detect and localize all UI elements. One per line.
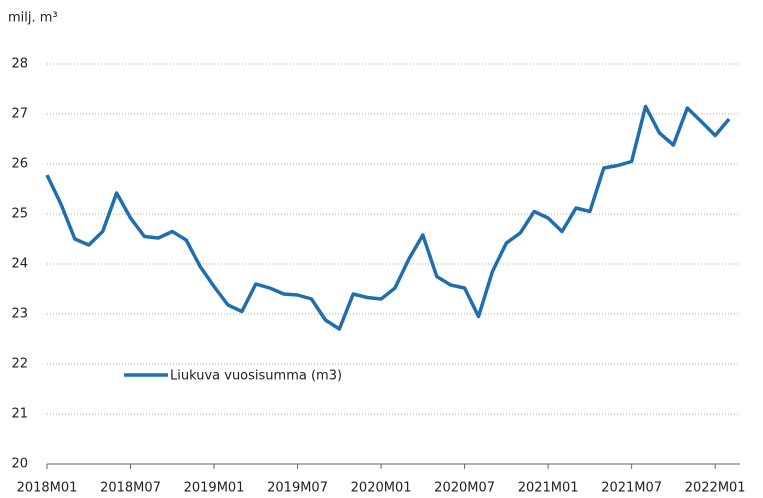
y-tick-label: 26: [11, 157, 28, 172]
x-tick-label: 2021M01: [518, 481, 579, 496]
y-tick-label: 20: [11, 457, 28, 472]
y-tick-label: 23: [11, 307, 28, 322]
y-tick-label: 21: [11, 407, 28, 422]
x-tick-label: 2020M01: [351, 481, 412, 496]
y-tick-label: 28: [11, 57, 28, 72]
y-tick-label: 27: [11, 107, 28, 122]
y-axis-label: milj. m³: [8, 11, 58, 26]
y-tick-label: 22: [11, 357, 28, 372]
y-tick-label: 25: [11, 207, 28, 222]
x-tick-label: 2018M01: [17, 481, 78, 496]
x-tick-label: 2019M07: [267, 481, 328, 496]
data-line: [45, 104, 731, 331]
x-tick-label: 2021M07: [601, 481, 662, 496]
x-tick-label: 2018M07: [100, 481, 161, 496]
x-tick-label: 2019M01: [184, 481, 245, 496]
legend-label: Liukuva vuosisumma (m3): [170, 369, 342, 384]
y-tick-label: 24: [11, 257, 28, 272]
x-tick-label: 2020M07: [434, 481, 495, 496]
x-tick-label: 2022M01: [685, 481, 746, 496]
